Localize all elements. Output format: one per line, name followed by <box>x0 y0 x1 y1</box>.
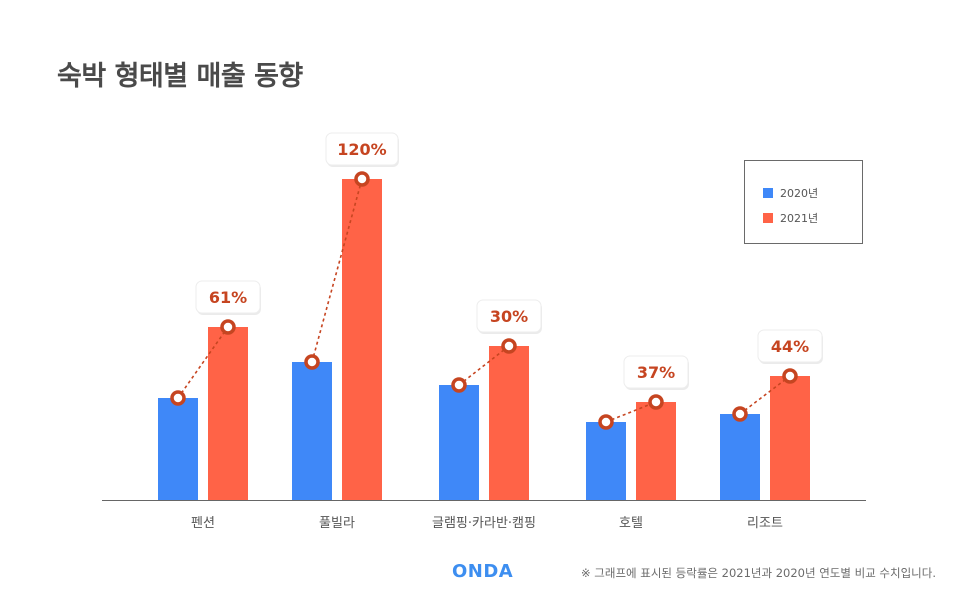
marker-2020-3 <box>598 414 614 430</box>
marker-2020-0 <box>170 390 186 406</box>
marker-2020-4 <box>732 406 748 422</box>
marker-2021-2 <box>501 338 517 354</box>
annotation-box-0 <box>195 280 261 314</box>
legend-item-2021: 2021년 <box>763 210 818 226</box>
marker-2021-1 <box>354 171 370 187</box>
marker-2020-1 <box>304 354 320 370</box>
legend-label-2021: 2021년 <box>780 212 819 225</box>
annotation-box-1 <box>325 132 399 166</box>
bar-2020-4 <box>720 414 760 500</box>
bar-2020-1 <box>292 362 332 500</box>
bar-2021-0 <box>208 327 248 500</box>
category-label-3: 호텔 <box>619 516 643 531</box>
category-label-1: 풀빌라 <box>319 516 355 531</box>
chart-legend: 2020년 2021년 <box>744 160 863 244</box>
annotation-label-0: 61% <box>209 288 247 307</box>
category-label-2: 글램핑·카라반·캠핑 <box>432 516 536 531</box>
annotation-box-2 <box>476 299 542 333</box>
bar-2021-3 <box>636 402 676 500</box>
legend-swatch-2020 <box>763 188 773 198</box>
annotation-label-4: 44% <box>771 337 809 356</box>
marker-2021-4 <box>782 368 798 384</box>
footnote: ※ 그래프에 표시된 등락률은 2021년과 2020년 연도별 비교 수치입니… <box>581 566 936 580</box>
chart-title: 숙박 형태별 매출 동향 <box>57 61 303 92</box>
bar-2021-2 <box>489 346 529 500</box>
marker-2020-2 <box>451 377 467 393</box>
category-label-4: 리조트 <box>747 516 783 531</box>
bar-2020-0 <box>158 398 198 500</box>
legend-item-2020: 2020년 <box>763 185 818 201</box>
trend-line-2 <box>458 345 510 386</box>
annotation-label-3: 37% <box>637 363 675 382</box>
bar-2020-3 <box>586 422 626 500</box>
category-label-0: 펜션 <box>191 516 215 531</box>
legend-label-2020: 2020년 <box>780 187 819 200</box>
trend-line-1 <box>311 178 363 363</box>
bar-2021-4 <box>770 376 810 500</box>
trend-line-0 <box>177 326 229 399</box>
annotation-box-4 <box>757 329 823 363</box>
annotation-label-2: 30% <box>490 307 528 326</box>
marker-2021-3 <box>648 394 664 410</box>
annotation-label-1: 120% <box>337 140 386 159</box>
annotation-box-3 <box>623 355 689 389</box>
trend-line-4 <box>739 375 791 415</box>
bar-2020-2 <box>439 385 479 500</box>
legend-swatch-2021 <box>763 213 773 223</box>
onda-logo: ONDA <box>452 561 514 582</box>
bar-2021-1 <box>342 179 382 500</box>
marker-2021-0 <box>220 319 236 335</box>
trend-line-3 <box>605 401 657 423</box>
